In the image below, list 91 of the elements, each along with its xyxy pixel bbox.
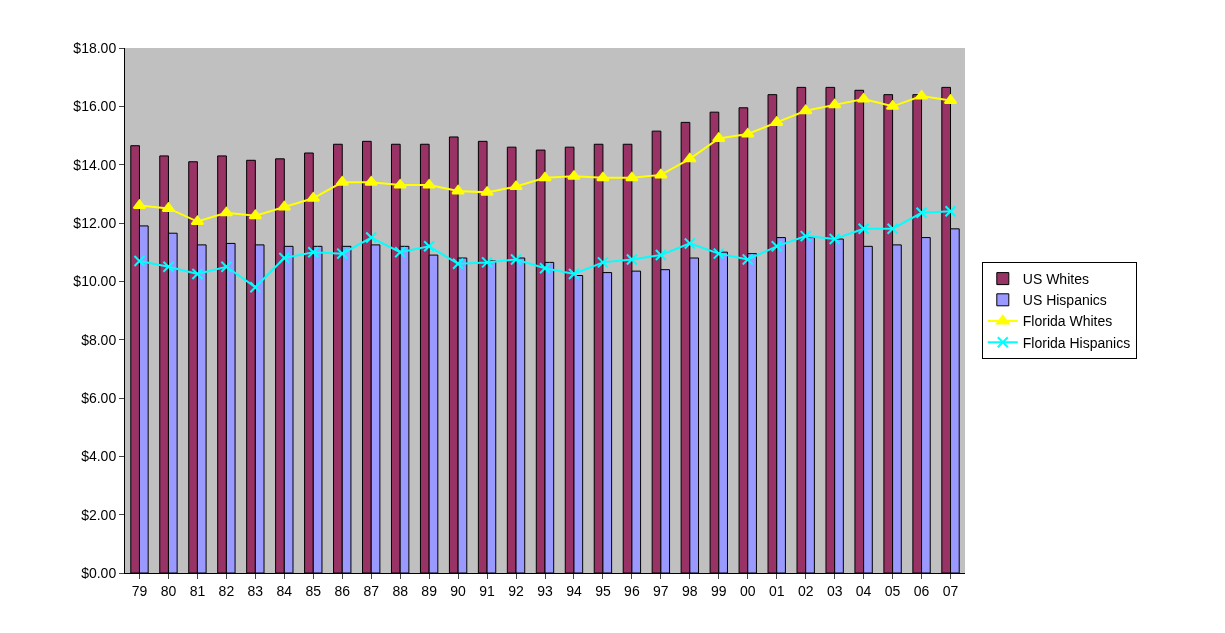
point bbox=[828, 233, 841, 246]
x-tick-label: 79 bbox=[131, 582, 148, 599]
point bbox=[539, 262, 551, 275]
x-tick-label: 84 bbox=[276, 582, 293, 599]
x-tick-label: 02 bbox=[797, 582, 814, 599]
point bbox=[423, 240, 436, 253]
x-tick-label: 83 bbox=[247, 582, 264, 599]
x-tick-label: 85 bbox=[305, 582, 322, 599]
point bbox=[799, 230, 812, 243]
point bbox=[625, 171, 639, 182]
point bbox=[567, 268, 580, 281]
point bbox=[190, 215, 205, 226]
x-tick-label: 92 bbox=[508, 582, 525, 599]
point bbox=[249, 281, 262, 294]
point bbox=[248, 209, 263, 220]
point bbox=[219, 206, 234, 217]
point bbox=[683, 152, 697, 163]
x-tick-label: 05 bbox=[884, 582, 901, 599]
point bbox=[596, 256, 609, 269]
point bbox=[625, 253, 638, 266]
x-tick-label: 89 bbox=[421, 582, 438, 599]
x-tick-label: 91 bbox=[479, 582, 496, 599]
point bbox=[364, 176, 378, 186]
point bbox=[654, 168, 668, 179]
legend-label: US Hispanics bbox=[1022, 292, 1107, 309]
x-tick-label: 07 bbox=[942, 582, 959, 599]
x-tick-label: 93 bbox=[537, 582, 553, 599]
x-tick-label: 87 bbox=[363, 582, 380, 599]
point bbox=[365, 231, 378, 244]
y-tick-label: $4.00 bbox=[81, 448, 117, 465]
y-tick-label: $12.00 bbox=[73, 214, 117, 231]
x-tick-label: 00 bbox=[739, 582, 756, 599]
legend-label: Florida Hispanics bbox=[1022, 334, 1131, 351]
point bbox=[336, 247, 349, 260]
point bbox=[944, 205, 957, 218]
x-tick-label: 03 bbox=[826, 582, 843, 599]
point bbox=[567, 170, 581, 180]
point bbox=[857, 222, 870, 235]
point bbox=[683, 237, 696, 250]
y-tick-label: $6.00 bbox=[81, 389, 117, 406]
point bbox=[452, 257, 465, 270]
point bbox=[510, 253, 523, 266]
point bbox=[307, 246, 320, 259]
legend-label: Florida Whites bbox=[1022, 313, 1113, 330]
point bbox=[451, 184, 465, 195]
point bbox=[712, 132, 726, 142]
point bbox=[480, 186, 494, 196]
y-tick-label: $2.00 bbox=[81, 506, 117, 523]
point bbox=[596, 171, 610, 182]
x-tick-label: 06 bbox=[913, 582, 930, 599]
y-tick-label: $18.00 bbox=[73, 39, 117, 56]
point bbox=[394, 246, 407, 259]
point bbox=[886, 222, 899, 235]
x-tick-label: 98 bbox=[682, 582, 698, 599]
point bbox=[162, 260, 175, 273]
point bbox=[741, 253, 754, 266]
point bbox=[277, 200, 292, 211]
point bbox=[278, 252, 291, 264]
x-tick-label: 81 bbox=[189, 582, 206, 599]
x-tick-label: 94 bbox=[566, 582, 582, 599]
point bbox=[770, 240, 783, 253]
y-tick-label: $14.00 bbox=[73, 156, 117, 173]
x-tick-label: 86 bbox=[334, 582, 351, 599]
x-tick-label: 95 bbox=[595, 582, 611, 599]
point bbox=[422, 179, 436, 189]
x-tick-label: 90 bbox=[450, 582, 467, 599]
point bbox=[654, 249, 667, 262]
point bbox=[220, 260, 233, 273]
legend-label: US Whites bbox=[1022, 271, 1089, 288]
point bbox=[915, 206, 928, 219]
y-tick-label: $8.00 bbox=[81, 331, 117, 348]
point bbox=[538, 171, 552, 182]
y-tick-label: $16.00 bbox=[73, 98, 117, 115]
x-tick-label: 97 bbox=[653, 582, 669, 599]
x-tick-label: 99 bbox=[711, 582, 727, 599]
point bbox=[133, 254, 146, 267]
point bbox=[827, 98, 842, 109]
x-tick-label: 88 bbox=[392, 582, 409, 599]
y-tick-label: $10.00 bbox=[73, 273, 117, 290]
x-tick-label: 01 bbox=[768, 582, 785, 599]
point bbox=[481, 256, 494, 269]
point bbox=[393, 179, 407, 189]
x-tick-label: 96 bbox=[624, 582, 640, 599]
x-tick-label: 82 bbox=[218, 582, 235, 599]
x-tick-label: 80 bbox=[160, 582, 177, 599]
y-tick-label: $0.00 bbox=[81, 564, 117, 581]
point bbox=[712, 247, 725, 260]
point bbox=[798, 104, 813, 115]
point bbox=[509, 180, 523, 191]
point bbox=[191, 268, 204, 281]
x-tick-label: 04 bbox=[855, 582, 872, 599]
